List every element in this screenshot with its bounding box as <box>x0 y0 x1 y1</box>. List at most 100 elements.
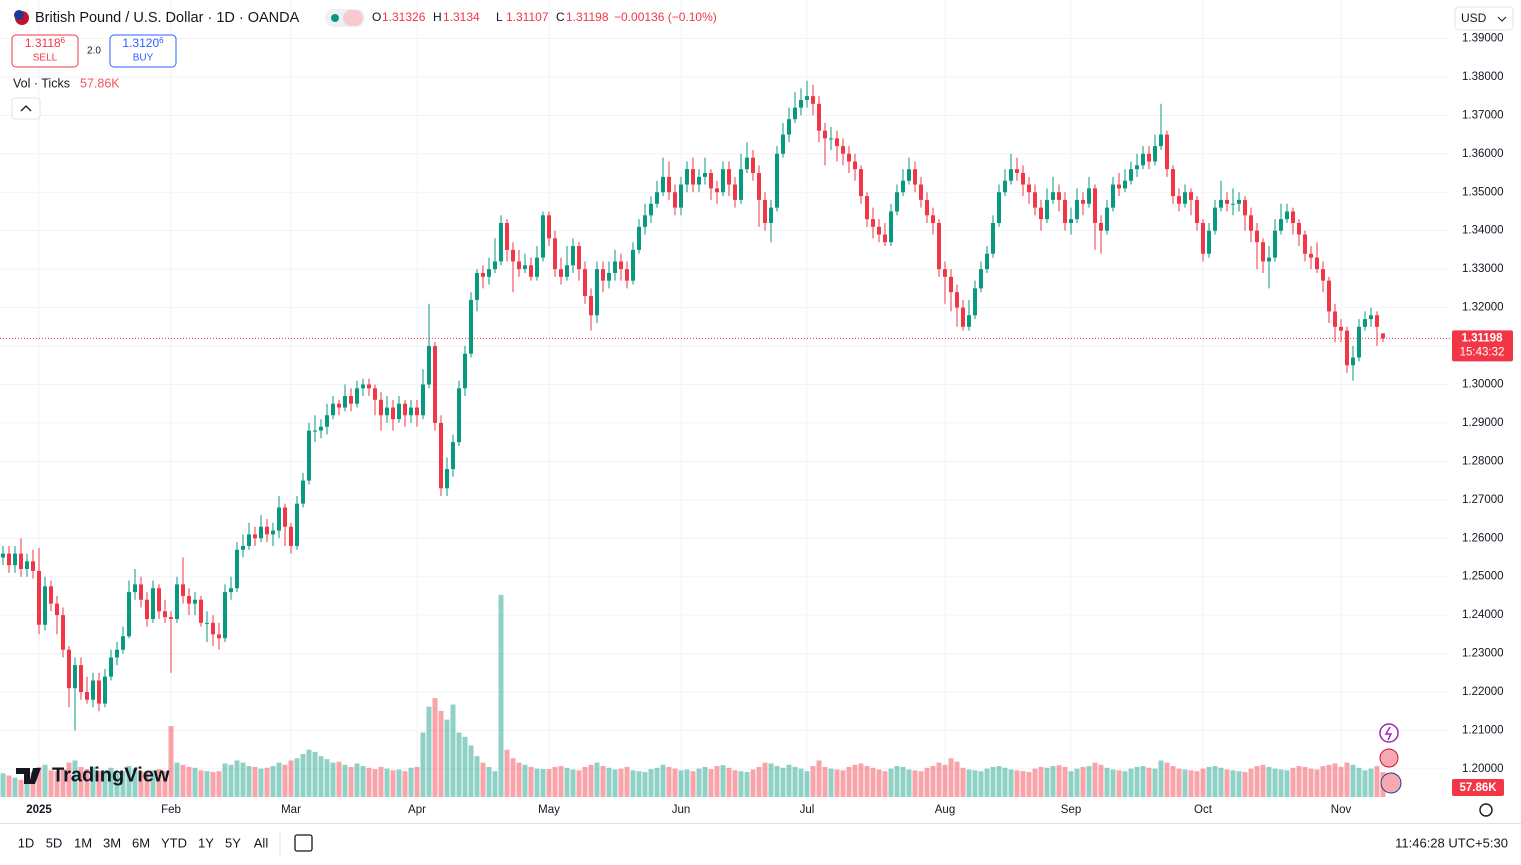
event-icon[interactable] <box>1379 723 1399 743</box>
volume-bar <box>732 770 738 797</box>
volume-bar <box>198 770 204 797</box>
currency: USD <box>1461 11 1487 25</box>
volume-bar <box>138 771 144 797</box>
volume-bar <box>114 773 120 797</box>
volume-bar <box>798 768 804 797</box>
candle-body <box>871 219 875 227</box>
range-button[interactable]: All <box>254 835 269 850</box>
volume-bar <box>276 762 282 797</box>
y-tick-label: 1.27000 <box>1462 494 1504 506</box>
candle-body <box>205 622 209 624</box>
volume-bar <box>594 762 600 797</box>
data-delay-icon <box>343 10 363 26</box>
volume-bar <box>1146 767 1152 797</box>
candle-body <box>1321 269 1325 281</box>
volume-bar <box>1008 769 1014 797</box>
range-button[interactable]: 3M <box>103 835 121 850</box>
x-tick-label: Apr <box>408 804 426 816</box>
volume-bar <box>1248 768 1254 797</box>
currency-select[interactable] <box>1454 6 1514 31</box>
volume-bar <box>222 763 228 797</box>
volume-bar <box>282 764 288 797</box>
candle-body <box>673 192 677 208</box>
volume-bar <box>768 763 774 797</box>
volume-bar <box>1260 764 1266 797</box>
candle-body <box>433 346 437 423</box>
range-button[interactable]: YTD <box>161 835 187 850</box>
volume-bar <box>1086 766 1092 797</box>
candle-body <box>1171 169 1175 197</box>
range-button[interactable]: 1Y <box>198 835 214 850</box>
volume-bar <box>96 771 102 797</box>
ohlc-value: 1.31326 <box>382 10 426 24</box>
candle-body <box>913 169 917 185</box>
volume-bar <box>870 767 876 797</box>
volume-bar <box>792 766 798 797</box>
volume-bar <box>1350 764 1356 797</box>
range-button[interactable]: 1M <box>74 835 92 850</box>
range-button[interactable]: 5Y <box>225 835 241 850</box>
volume-badge <box>1452 779 1504 796</box>
candle-body <box>757 173 761 200</box>
candle-body <box>1021 173 1025 185</box>
volume-bar <box>822 766 828 797</box>
date-range-icon[interactable] <box>294 834 313 852</box>
volume-bar <box>1158 760 1164 797</box>
volume-legend: Vol · Ticks <box>13 76 70 90</box>
candle-body <box>307 430 311 481</box>
collapse-button[interactable] <box>11 97 41 120</box>
y-tick-label: 1.29000 <box>1462 417 1504 429</box>
candle-body <box>193 599 197 604</box>
candle-body <box>637 226 641 250</box>
range-button[interactable]: 6M <box>132 835 150 850</box>
volume-bar <box>960 767 966 797</box>
candle-body <box>199 599 203 623</box>
event-icon-us[interactable] <box>1380 772 1402 794</box>
volume-bar <box>126 766 132 797</box>
volume-bar <box>924 767 930 797</box>
y-tick-label: 1.34000 <box>1462 225 1504 237</box>
volume-bar <box>1128 768 1134 797</box>
volume-bar <box>444 719 450 797</box>
volume-bar <box>30 772 36 797</box>
volume-bar <box>480 762 486 797</box>
volume-bar <box>270 766 276 797</box>
volume-bar <box>462 736 468 797</box>
candle-body <box>163 611 167 618</box>
volume-bar <box>408 767 414 797</box>
candle-body <box>475 272 479 300</box>
candle-body <box>37 570 41 625</box>
volume-bar <box>366 767 372 797</box>
candle-body <box>1279 219 1283 231</box>
event-icon-gb[interactable] <box>1379 748 1399 768</box>
volume-bar <box>726 767 732 797</box>
candle-body <box>1141 153 1145 166</box>
candle-body <box>145 599 149 619</box>
volume-bar <box>1230 770 1236 797</box>
candle-body <box>799 99 803 108</box>
volume-bar <box>972 770 978 797</box>
candle-body <box>691 169 695 185</box>
volume-bar <box>1020 771 1026 797</box>
candle-body <box>847 153 851 162</box>
volume-bar <box>612 769 618 797</box>
volume-bar <box>1134 766 1140 797</box>
candle-body <box>787 119 791 135</box>
candle-body <box>1 553 5 558</box>
candle-body <box>919 184 923 200</box>
candle-body <box>571 246 575 266</box>
x-tick-label: Mar <box>281 804 301 816</box>
candle-body <box>61 615 65 650</box>
settings-icon[interactable] <box>1479 803 1493 817</box>
candle-body <box>1285 211 1289 220</box>
candle-body <box>865 196 869 220</box>
volume-bar <box>840 770 846 797</box>
volume-bar <box>258 768 264 797</box>
buy-button[interactable] <box>109 34 177 68</box>
candle-body <box>97 680 101 704</box>
candle-body <box>67 649 71 689</box>
candle-body <box>955 292 959 308</box>
sell-button[interactable] <box>11 34 79 68</box>
range-button[interactable]: 1D <box>18 835 35 850</box>
range-button[interactable]: 5D <box>46 835 63 850</box>
